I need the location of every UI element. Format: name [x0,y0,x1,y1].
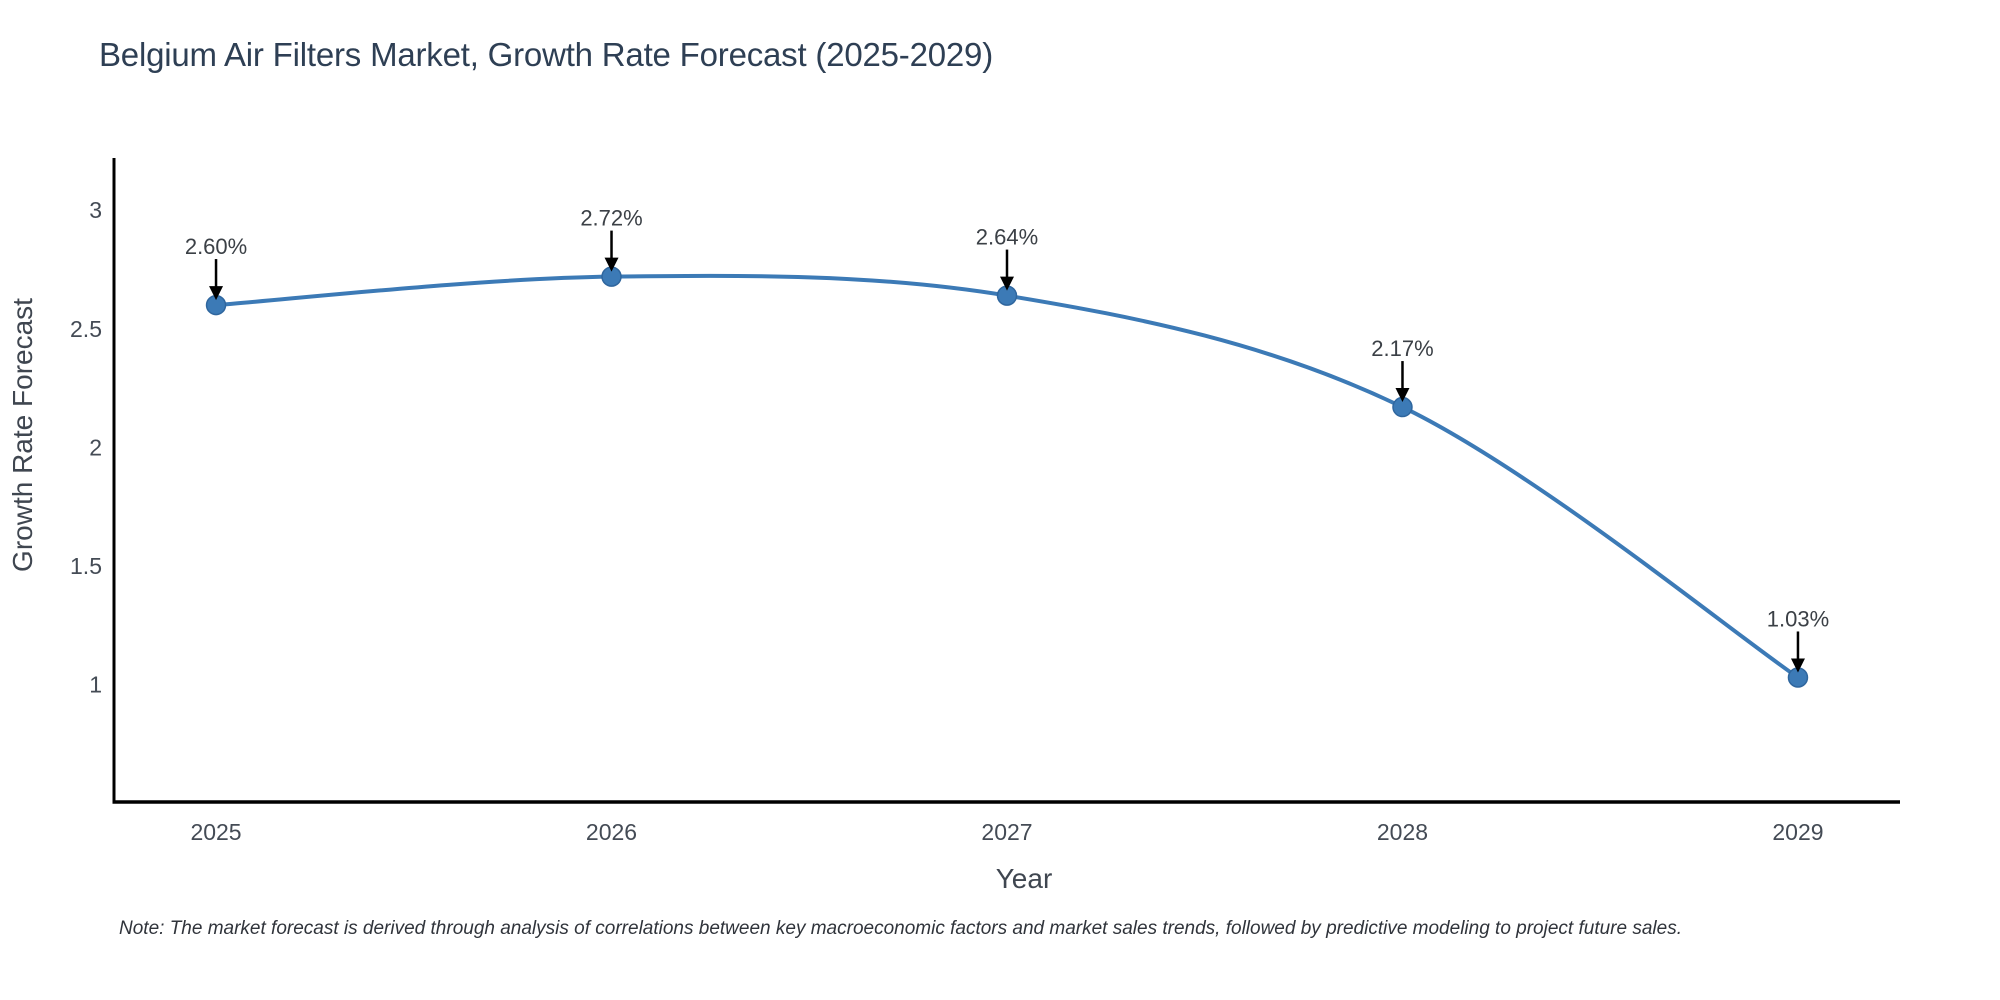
x-tick-label-2029: 2029 [1772,819,1823,845]
x-tick-label-2025: 2025 [190,819,241,845]
y-tick-label-1: 1 [89,672,102,698]
chart-title: Belgium Air Filters Market, Growth Rate … [99,36,994,73]
annotation-arrowhead-icon [1000,276,1014,291]
annotation-arrowhead-icon [209,286,224,301]
annotation-arrowhead-icon [1395,388,1410,403]
point-value-label-2027: 2.64% [976,225,1038,250]
point-value-label-2028: 2.17% [1371,336,1433,361]
forecast-line [214,273,1800,680]
y-tick-label-2-5: 2.5 [70,316,102,342]
x-tick-label-2026: 2026 [586,819,637,845]
x-axis-title: Year [996,863,1053,894]
y-tick-label-3: 3 [89,197,102,223]
y-axis-title: Growth Rate Forecast [7,298,38,572]
footnote-text: Note: The market forecast is derived thr… [119,918,1682,939]
x-tick-label-2027: 2027 [981,819,1032,845]
y-tick-label-1-5: 1.5 [70,553,102,579]
annotation-arrowhead-icon [1790,658,1805,673]
x-tick-label-2028: 2028 [1377,819,1428,845]
annotation-arrowhead-icon [604,257,619,272]
y-tick-label-2: 2 [89,434,102,460]
point-value-label-2025: 2.60% [185,234,247,259]
point-value-label-2029: 1.03% [1767,606,1829,631]
point-value-label-2026: 2.72% [580,206,642,231]
